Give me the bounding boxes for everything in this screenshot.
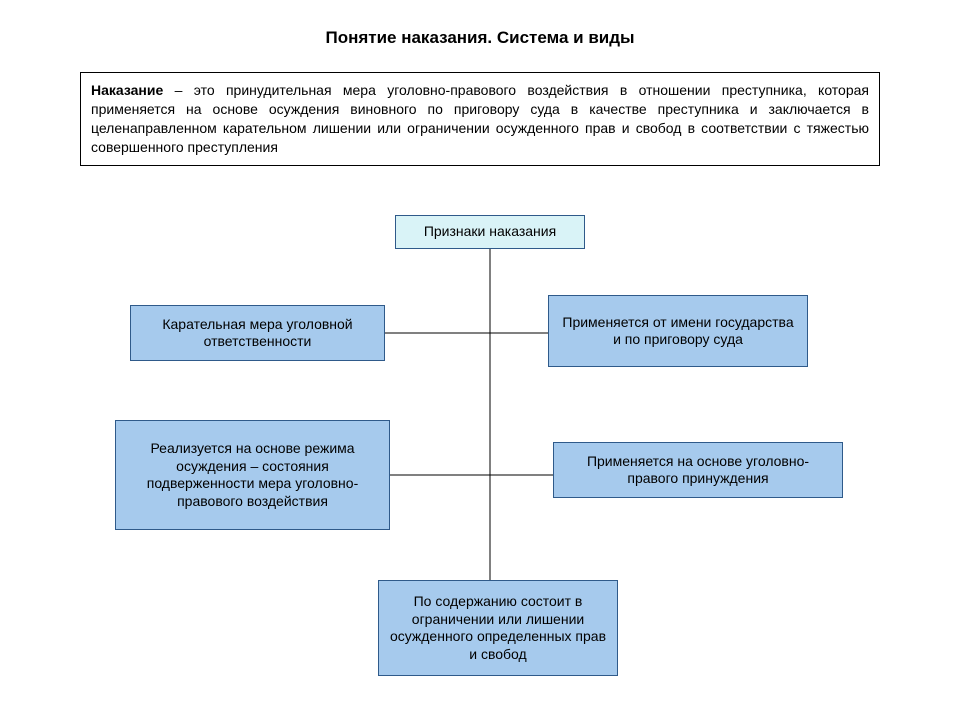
- definition-body: – это принудительная мера уголовно-право…: [91, 82, 869, 155]
- diagram-child-node: Карательная мера уголовной ответственнос…: [130, 305, 385, 361]
- diagram-child-node: По содержанию состоит в ограничении или …: [378, 580, 618, 676]
- definition-box: Наказание – это принудительная мера угол…: [80, 72, 880, 166]
- diagram-root-node: Признаки наказания: [395, 215, 585, 249]
- diagram-child-node: Реализуется на основе режима осуждения –…: [115, 420, 390, 530]
- diagram-child-node: Применяется на основе уголовно-правого п…: [553, 442, 843, 498]
- diagram-child-node: Применяется от имени государства и по пр…: [548, 295, 808, 367]
- definition-lead: Наказание: [91, 82, 163, 98]
- page-title: Понятие наказания. Система и виды: [0, 28, 960, 48]
